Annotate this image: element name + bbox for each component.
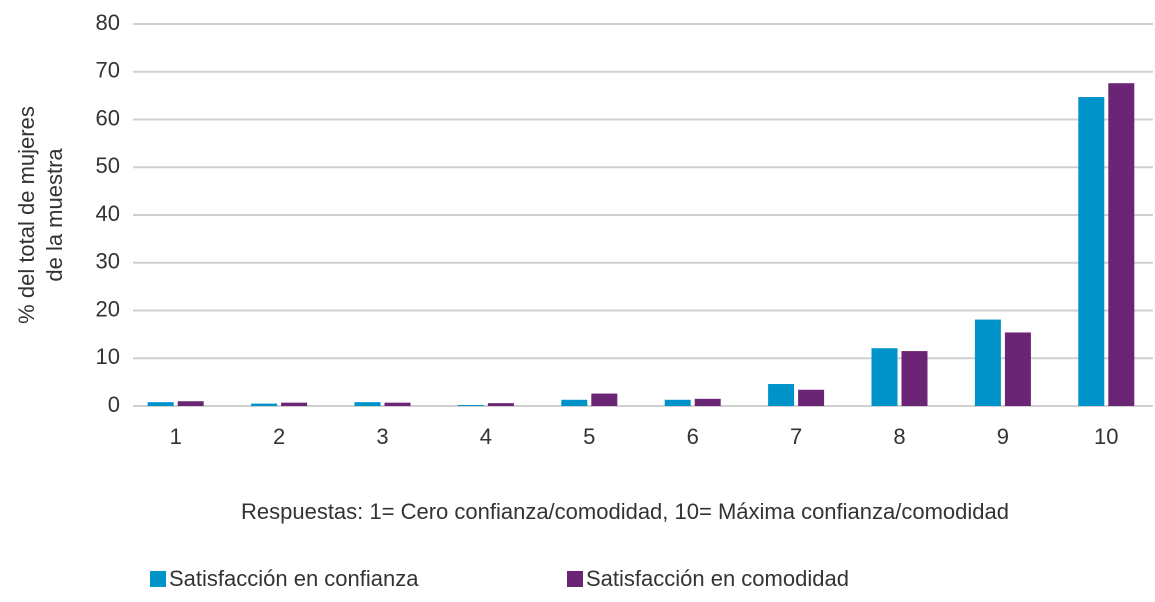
y-tick-label: 80	[96, 10, 120, 35]
bar	[901, 351, 928, 406]
bar	[694, 398, 721, 406]
bar	[384, 402, 411, 406]
x-tick-label: 2	[273, 424, 285, 449]
bar	[354, 402, 381, 406]
bar	[487, 403, 514, 406]
bar	[147, 402, 174, 406]
y-tick-label: 30	[96, 249, 120, 274]
bar	[1004, 332, 1031, 406]
bar	[1108, 83, 1135, 407]
bar	[251, 403, 278, 406]
x-tick-label: 5	[583, 424, 595, 449]
y-tick-label: 70	[96, 58, 120, 83]
bar	[561, 399, 588, 406]
bar	[1078, 97, 1105, 407]
bar	[974, 319, 1001, 406]
bar	[664, 399, 691, 406]
y-axis-label: % del total de mujeres	[14, 106, 39, 324]
legend-label: Satisfacción en comodidad	[586, 566, 849, 591]
bar	[798, 389, 825, 406]
y-axis-label: de la muestra	[42, 148, 67, 282]
y-tick-label: 10	[96, 344, 120, 369]
x-tick-label: 4	[480, 424, 492, 449]
bar	[871, 348, 898, 406]
x-tick-label: 6	[687, 424, 699, 449]
y-tick-label: 50	[96, 153, 120, 178]
x-tick-label: 10	[1094, 424, 1118, 449]
bar	[457, 405, 484, 406]
x-tick-label: 7	[790, 424, 802, 449]
y-tick-label: 40	[96, 201, 120, 226]
bar	[768, 384, 795, 406]
x-tick-label: 9	[997, 424, 1009, 449]
y-tick-label: 0	[108, 392, 120, 417]
bar	[177, 401, 204, 406]
y-tick-label: 60	[96, 105, 120, 130]
legend-swatch	[150, 571, 166, 587]
x-axis-label: Respuestas: 1= Cero confianza/comodidad,…	[241, 499, 1009, 524]
x-tick-label: 3	[376, 424, 388, 449]
x-tick-label: 8	[893, 424, 905, 449]
bar	[281, 402, 308, 406]
x-tick-label: 1	[170, 424, 182, 449]
y-tick-label: 20	[96, 296, 120, 321]
legend-label: Satisfacción en confianza	[169, 566, 419, 591]
bar	[591, 393, 618, 406]
legend-swatch	[567, 571, 583, 587]
